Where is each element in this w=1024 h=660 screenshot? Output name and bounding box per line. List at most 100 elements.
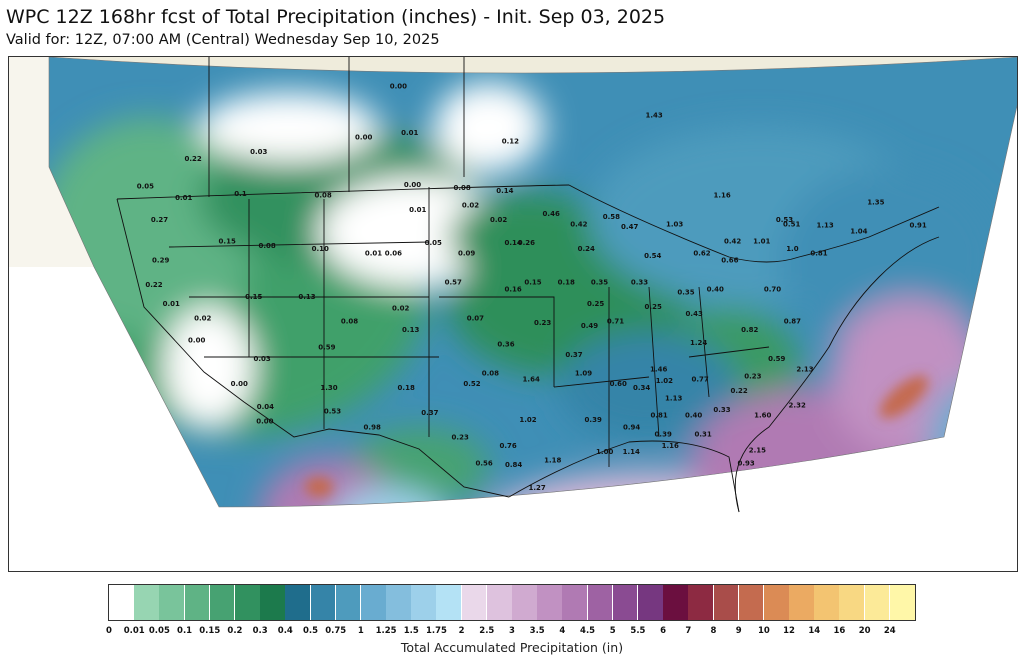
precip-value-label: 0.87	[784, 317, 801, 325]
precip-value-label: 0.35	[677, 288, 694, 296]
precip-value-label: 0.02	[462, 201, 479, 209]
precip-value-label: 0.56	[475, 460, 492, 468]
precip-value-label: 1.60	[754, 412, 771, 420]
precip-value-label: 0.16	[504, 286, 521, 294]
precip-value-label: 1.27	[528, 484, 545, 492]
colorbar-cell	[562, 585, 589, 620]
colorbar-tick-label: 2.5	[479, 626, 495, 636]
colorbar-cell	[512, 585, 538, 620]
precip-value-label: 1.18	[544, 457, 561, 465]
colorbar-tick-label: 9	[735, 626, 742, 636]
colorbar-tick-label: 10	[757, 626, 770, 636]
colorbar-tick-label: 0.15	[199, 626, 221, 636]
precip-value-label: 0.02	[194, 315, 211, 323]
colorbar-cell	[285, 585, 311, 620]
precip-value-label: 0.84	[505, 461, 522, 469]
precip-value-label: 0.77	[691, 375, 708, 383]
precipitation-map: 0.03 0.22 0.00 0.01 0.00 0.12 1.43 0.01 0.05 0.1 0…	[8, 56, 1018, 572]
precip-value-label: 0.23	[534, 319, 551, 327]
precip-value-label: 0.51	[783, 220, 800, 228]
precip-value-label: 0.00	[390, 83, 407, 91]
precip-value-label: 0.02	[490, 216, 507, 224]
precip-value-label: 1.04	[850, 228, 867, 236]
colorbar-cell	[234, 585, 261, 620]
precip-value-label: 0.05	[137, 183, 154, 191]
colorbar-tick-label: 20	[858, 626, 871, 636]
colorbar-tick-label: 2	[458, 626, 465, 636]
precip-value-label: 0.03	[253, 355, 270, 363]
precip-value-label: 1.30	[320, 384, 337, 392]
precip-value-label: 0.00	[231, 380, 248, 388]
precip-value-label: 1.14	[623, 448, 640, 456]
map-subtitle: Valid for: 12Z, 07:00 AM (Central) Wedne…	[6, 32, 440, 48]
colorbar-tick-label: 14	[808, 626, 821, 636]
precip-value-label: 0.42	[570, 220, 587, 228]
colorbar-tick-label: 3	[509, 626, 515, 636]
colorbar-tick-label: 0.01	[123, 626, 145, 636]
colorbar-tick-label: 7	[685, 626, 692, 636]
colorbar-cell	[587, 585, 614, 620]
colorbar-tick-label: 1.75	[425, 626, 447, 636]
colorbar-cell	[310, 585, 337, 620]
precip-value-label: 0.22	[145, 281, 162, 289]
precip-value-label: 0.25	[587, 300, 604, 308]
colorbar-tick-label: 0.05	[148, 626, 170, 636]
precip-value-label: 0.12	[502, 138, 519, 146]
colorbar-cell	[386, 585, 412, 620]
precip-value-label: 0.14	[496, 187, 513, 195]
colorbar-cell	[864, 585, 891, 620]
precip-value-label: 0.05	[425, 239, 442, 247]
precip-value-label: 0.60	[610, 380, 627, 388]
colorbar-cell	[839, 585, 866, 620]
precip-value-label: 0.02	[392, 304, 409, 312]
precip-value-label: 0.15	[524, 278, 541, 286]
precip-value-label: 0.09	[458, 249, 475, 257]
colorbar-tick-label: 3.5	[529, 626, 545, 636]
colorbar-cell	[159, 585, 186, 620]
precip-value-label: 0.03	[250, 148, 267, 156]
precip-value-label: 1.13	[816, 222, 833, 230]
precip-value-label: 1.16	[713, 191, 730, 199]
precip-value-label: 1.24	[690, 339, 707, 347]
precip-value-label: 0.81	[650, 412, 667, 420]
colorbar-cell	[260, 585, 286, 620]
precip-value-label: 0.13	[402, 326, 419, 334]
colorbar-tick-label: 8	[710, 626, 717, 636]
precip-value-label: 0.26	[518, 239, 535, 247]
data-domain-outline	[48, 57, 1017, 508]
precip-value-label: 0.07	[467, 315, 484, 323]
precip-value-label: 0.01	[163, 300, 180, 308]
precip-value-label: 0.18	[398, 384, 415, 392]
precip-value-label: 0.14	[504, 239, 521, 247]
precip-value-label: 0.58	[603, 213, 620, 221]
colorbar-tick-label: 4.5	[580, 626, 596, 636]
colorbar-cell	[109, 585, 135, 620]
precip-value-label: 0.29	[152, 257, 169, 265]
colorbar-label: Total Accumulated Precipitation (in)	[400, 640, 624, 655]
precip-value-label: 0.52	[463, 380, 480, 388]
precip-value-label: 0.08	[314, 191, 331, 199]
precip-value-label: 0.76	[499, 442, 516, 450]
precip-value-label: 0.22	[730, 387, 747, 395]
colorbar-tick-label: 0.4	[277, 626, 293, 636]
precip-value-label: 0.01	[409, 206, 426, 214]
precip-value-label: 0.00	[404, 181, 421, 189]
map-canvas: 0.030.220.000.010.000.121.430.010.050.1 0…	[9, 57, 1017, 571]
precip-value-label: 0.10	[312, 245, 329, 253]
precip-value-label: 0.81	[810, 249, 827, 257]
colorbar-tick-label: 0.75	[325, 626, 347, 636]
precip-value-label: 0.15	[245, 293, 262, 301]
precip-value-label: 2.15	[749, 447, 766, 455]
colorbar-tick-label: 4	[559, 626, 566, 636]
precip-value-label: 0.08	[482, 370, 499, 378]
precip-value-label: 0.66	[721, 257, 738, 265]
colorbar-tick-label: 0.5	[302, 626, 319, 636]
precip-value-label: 0.59	[768, 355, 785, 363]
colorbar-tick-label: 0.2	[227, 626, 243, 636]
precip-value-label: 0.39	[655, 431, 672, 439]
colorbar-cell	[889, 585, 915, 620]
precip-value-label: 0.36	[497, 341, 514, 349]
precip-value-label: 1.02	[656, 377, 673, 385]
precip-value-label: 0.54	[644, 252, 661, 260]
precip-value-label: 0.98	[364, 423, 381, 431]
